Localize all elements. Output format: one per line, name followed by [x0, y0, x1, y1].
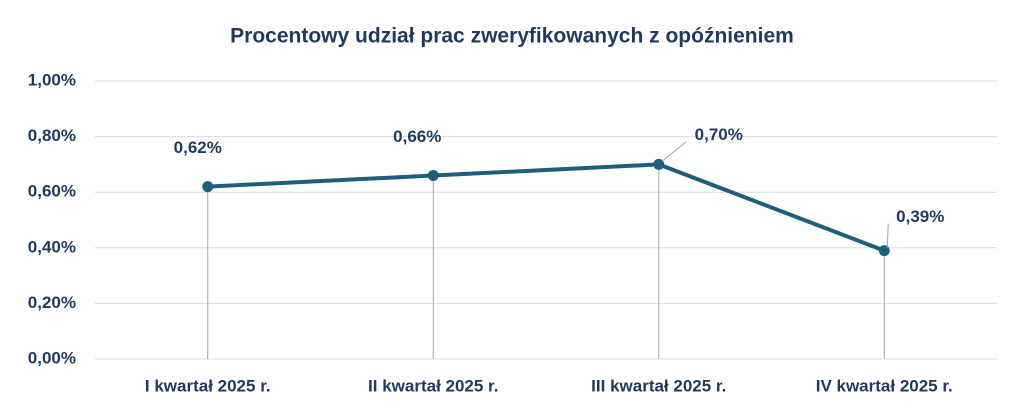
- value-label: 0,62%: [174, 138, 222, 157]
- value-label: 0,39%: [896, 207, 944, 226]
- y-tick-label: 1,00%: [28, 70, 76, 89]
- value-label: 0,66%: [393, 127, 441, 146]
- x-tick-label: IV kwartał 2025 r.: [816, 376, 953, 395]
- x-tick-label: I kwartał 2025 r.: [145, 376, 271, 395]
- chart-title: Procentowy udział prac zweryfikowanych z…: [230, 25, 794, 48]
- data-line: [207, 162, 885, 253]
- data-point: [878, 245, 890, 257]
- leader-line: [661, 141, 688, 162]
- y-tick-label: 0,00%: [28, 348, 76, 367]
- leader-line: [886, 223, 889, 248]
- y-tick-label: 0,20%: [28, 293, 76, 312]
- x-tick-label: II kwartał 2025 r.: [368, 376, 498, 395]
- data-point: [653, 158, 665, 170]
- value-label: 0,70%: [695, 125, 743, 144]
- x-tick-label: III kwartał 2025 r.: [591, 376, 726, 395]
- data-point: [202, 181, 214, 193]
- y-tick-label: 0,80%: [28, 126, 76, 145]
- data-point: [427, 170, 439, 182]
- y-tick-label: 0,60%: [28, 182, 76, 201]
- y-tick-label: 0,40%: [28, 237, 76, 256]
